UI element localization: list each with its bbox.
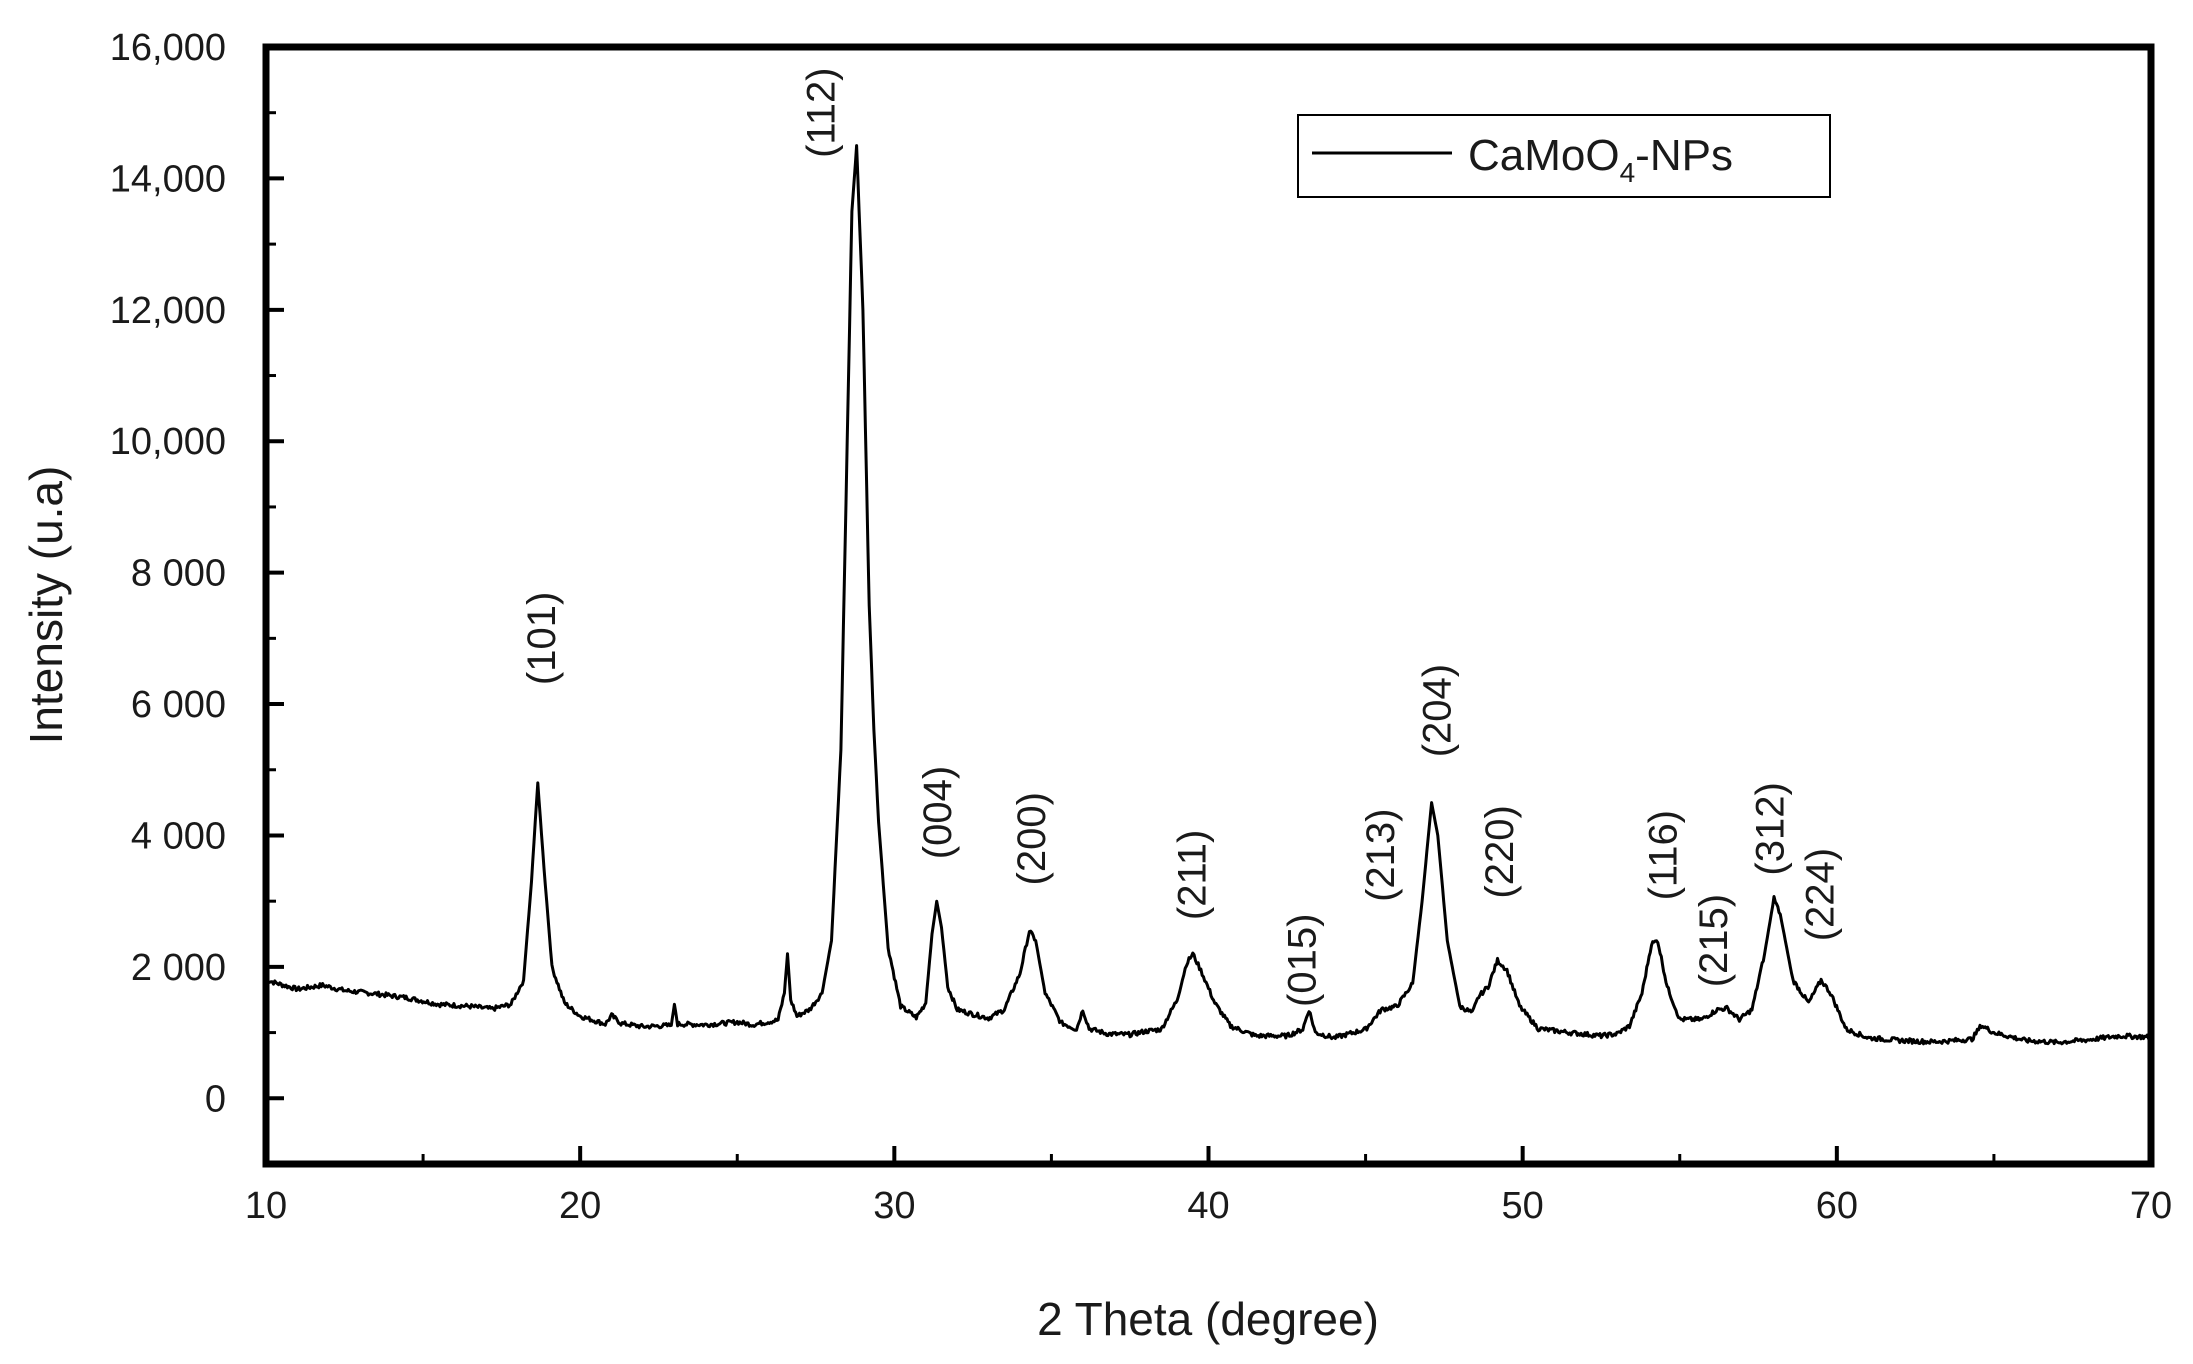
peak-label: (224) — [1799, 848, 1843, 941]
x-tick-label: 60 — [1816, 1185, 1858, 1227]
peak-label: (112) — [800, 67, 844, 157]
ticks-layer: 10 20 30 40 50 60 70 0 2 000 4 000 6 000 8 000 10,00… — [110, 27, 2172, 1227]
peak-label: (211) — [1170, 830, 1214, 920]
y-tick-label: 8 000 — [131, 553, 226, 595]
peak-label: (220) — [1478, 805, 1522, 898]
legend: CaMoO4-NPs — [1297, 114, 1831, 198]
x-tick-label: 30 — [873, 1185, 915, 1227]
y-tick-label: 2 000 — [131, 947, 226, 989]
peak-label: (015) — [1280, 914, 1324, 1007]
y-tick-label: 14,000 — [110, 158, 226, 200]
y-tick-label: 0 — [205, 1078, 226, 1120]
peak-label: (004) — [916, 766, 960, 859]
peak-label: (200) — [1010, 792, 1054, 885]
y-tick-label: 6 000 — [131, 684, 226, 726]
plot-area-background — [266, 47, 2151, 1164]
y-axis-title: Intensity (u.a) — [20, 466, 72, 745]
peak-label: (204) — [1415, 664, 1459, 757]
y-tick-label: 10,000 — [110, 421, 226, 463]
x-tick-label: 40 — [1187, 1185, 1229, 1227]
x-tick-label: 70 — [2130, 1185, 2172, 1227]
legend-label: CaMoO4-NPs — [1468, 131, 1733, 188]
x-tick-label: 20 — [559, 1185, 601, 1227]
peak-label: (312) — [1748, 782, 1792, 875]
x-tick-label: 10 — [245, 1185, 287, 1227]
annotations-layer: (101) (112) (004) (200) (211) (015) (213) (204)… — [520, 67, 1843, 1007]
x-tick-label: 50 — [1502, 1185, 1544, 1227]
peak-label: (215) — [1692, 894, 1736, 987]
legend-label-base: CaMoO — [1468, 131, 1620, 180]
peak-label: (213) — [1359, 809, 1403, 902]
series-layer — [265, 144, 2152, 1046]
legend-label-subscript: 4 — [1620, 157, 1636, 188]
series-line — [265, 144, 2152, 1046]
legend-label-suffix: -NPs — [1635, 131, 1733, 180]
x-axis-title: 2 Theta (degree) — [1037, 1293, 1379, 1345]
plot-frame — [262, 43, 2155, 1168]
y-tick-label: 12,000 — [110, 290, 226, 332]
peak-label: (116) — [1642, 810, 1686, 900]
peak-label: (101) — [520, 592, 564, 685]
y-tick-label: 4 000 — [131, 815, 226, 857]
legend-box — [1297, 114, 1831, 198]
y-tick-label: 16,000 — [110, 27, 226, 69]
